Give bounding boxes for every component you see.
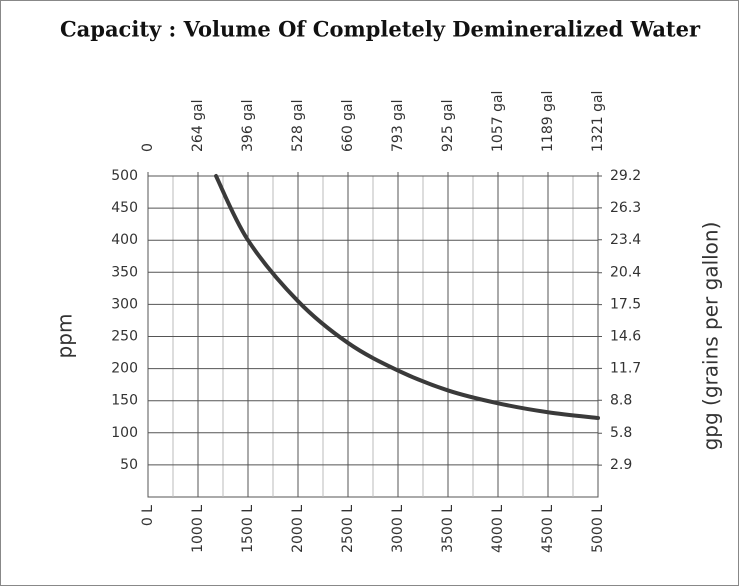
y-tick-label: 150 [111,393,138,409]
x-tick-label: 3000 L [390,505,406,553]
x-tick-label: 1500 L [240,505,256,553]
x-tick-label: 3500 L [440,505,456,553]
y-axis-title: ppm [53,314,77,359]
y2-tick-label: 5.8 [610,425,632,441]
chart-title: Capacity : Volume Of Completely Deminera… [60,17,701,42]
x2-tick-label: 264 gal [190,99,206,152]
x2-tick-label: 1189 gal [540,91,556,152]
y2-tick-label: 14.6 [610,329,641,345]
y-tick-label: 200 [111,361,138,377]
x2-tick-label: 528 gal [290,99,306,152]
y2-tick-label: 23.4 [610,232,641,248]
x-tick-label: 1000 L [190,505,206,553]
x2-tick-label: 793 gal [390,99,406,152]
y2-tick-label: 29.2 [610,168,641,184]
x2-tick-label: 660 gal [340,99,356,152]
x-tick-label: 2000 L [290,505,306,553]
x2-tick-label: 925 gal [440,99,456,152]
y-tick-label: 350 [111,264,138,280]
x-tick-label: 2500 L [340,505,356,553]
y2-tick-label: 2.9 [610,457,632,473]
x2-tick-label: 396 gal [240,99,256,152]
y-tick-label: 250 [111,329,138,345]
y2-tick-label: 26.3 [610,200,641,216]
x-tick-label: 0 L [140,505,156,526]
y-tick-label: 50 [120,457,138,473]
y-tick-label: 300 [111,296,138,312]
y2-tick-label: 20.4 [610,265,641,281]
y2-axis-title: gpg (grains per gallon) [699,222,723,451]
x2-tick-label: 1321 gal [590,91,606,152]
curve [214,174,600,421]
x2-tick-label: 1057 gal [490,91,506,152]
y-tick-label: 450 [111,200,138,216]
y2-tick-label: 11.7 [610,360,641,376]
y-tick-label: 100 [111,425,138,441]
y-tick-label: 400 [111,232,138,248]
y2-tick-label: 17.5 [610,297,641,313]
x-tick-label: 4500 L [540,505,556,553]
x2-tick-label: 0 [140,143,156,152]
y2-tick-label: 8.8 [610,392,632,408]
x-tick-label: 5000 L [590,505,606,553]
y-tick-label: 500 [111,168,138,184]
x-tick-label: 4000 L [490,505,506,553]
